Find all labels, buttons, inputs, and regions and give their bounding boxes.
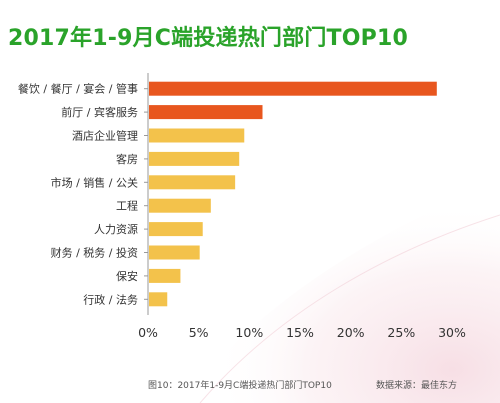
figure-caption: 图10：2017年1-9月C端投递热门部门TOP10 — [148, 381, 332, 391]
bar — [149, 81, 437, 96]
x-tick-label: 25% — [387, 325, 415, 340]
x-tick-label: 10% — [235, 325, 263, 340]
category-label: 保安 — [116, 269, 138, 283]
bar — [149, 128, 245, 143]
chart-title: 2017年1-9月C端投递热门部门TOP10 — [8, 26, 408, 51]
category-label: 财务 / 税务 / 投资 — [51, 246, 138, 260]
bar — [149, 292, 168, 307]
background-decoration-stroke — [199, 214, 500, 403]
bar — [149, 151, 240, 166]
category-label: 客房 — [116, 152, 138, 166]
x-tick-label: 20% — [337, 325, 365, 340]
x-tick-label: 0% — [138, 325, 158, 340]
data-source: 数据来源：最佳东方 — [376, 381, 458, 391]
bar — [149, 245, 200, 260]
x-tick-label: 5% — [189, 325, 209, 340]
bar — [149, 105, 263, 120]
bar — [149, 175, 236, 190]
category-label: 人力资源 — [94, 222, 138, 236]
bar — [149, 222, 203, 237]
category-label: 酒店企业管理 — [72, 129, 138, 143]
bar — [149, 268, 181, 283]
category-label: 餐饮 / 餐厅 / 宴会 / 管事 — [18, 82, 138, 96]
category-label: 行政 / 法务 — [83, 292, 138, 306]
category-label: 工程 — [116, 200, 138, 213]
category-label: 市场 / 销售 / 公关 — [51, 175, 138, 189]
x-tick-label: 30% — [438, 325, 466, 340]
bar — [149, 198, 211, 213]
x-tick-label: 15% — [286, 325, 314, 340]
category-label: 前厅 / 宾客服务 — [61, 105, 138, 119]
background-decoration — [180, 180, 500, 403]
